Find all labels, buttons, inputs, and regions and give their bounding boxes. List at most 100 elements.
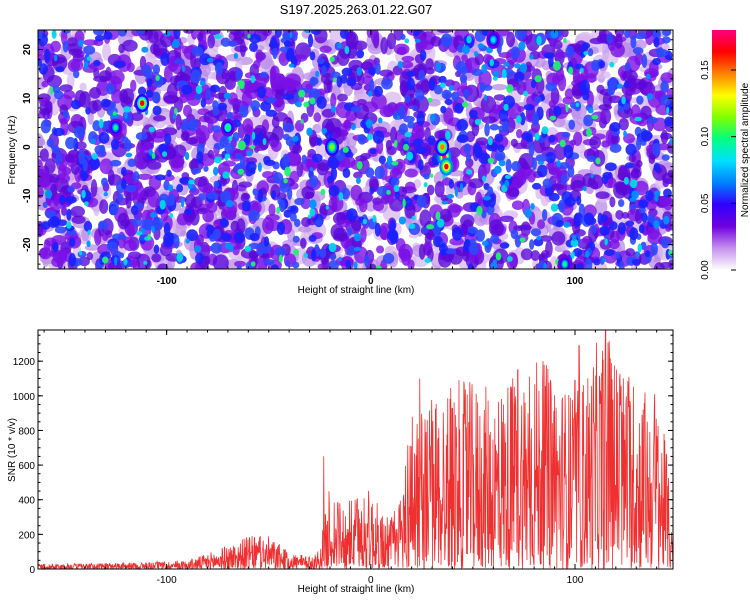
heatmap-cell <box>481 64 488 73</box>
heatmap-cell <box>278 254 283 263</box>
heatmap-cell <box>386 32 397 50</box>
heatmap-cell <box>539 235 553 242</box>
heatmap-cell <box>594 70 611 80</box>
heatmap-cell <box>376 185 389 197</box>
heatmap-cell <box>429 113 436 123</box>
heatmap-cell <box>504 174 512 180</box>
heatmap-cell <box>109 159 122 167</box>
heatmap-cell <box>237 168 245 175</box>
heatmap-cell <box>70 99 82 110</box>
heatmap-cell <box>284 260 291 267</box>
heatmap-cell <box>374 166 385 179</box>
heatmap-cell <box>366 263 377 269</box>
heatmap-cell <box>414 38 421 43</box>
heatmap-cell <box>380 37 388 55</box>
heatmap-cell <box>536 35 542 46</box>
heatmap-cell <box>454 186 459 197</box>
heatmap-cell <box>249 144 256 149</box>
heatmap-cell <box>571 234 577 241</box>
heatmap-cell <box>286 47 295 60</box>
heatmap-cell <box>282 93 294 101</box>
heatmap-cell <box>378 155 386 165</box>
heatmap-cell <box>510 229 519 240</box>
heatmap-cell <box>92 99 103 112</box>
heatmap-cell <box>583 212 595 225</box>
heatmap-cell <box>200 97 207 108</box>
heatmap-cell <box>514 30 527 41</box>
heatmap-cell <box>549 115 557 121</box>
heatmap-cell <box>185 137 199 145</box>
heatmap-cell <box>325 118 342 133</box>
heatmap-cell <box>545 152 556 164</box>
heatmap-cell <box>107 169 115 186</box>
heatmap-cell <box>164 133 172 145</box>
heatmap-cell <box>316 57 325 65</box>
heatmap-cell <box>173 107 178 115</box>
heatmap-cell <box>181 84 193 95</box>
colorbar-ticks: 0.00 0.05 0.10 0.15 <box>700 60 736 280</box>
y-tick-label: 1000 <box>13 392 36 403</box>
heatmap-cell <box>553 60 561 71</box>
heatmap-cell <box>498 159 506 167</box>
heatmap-cell <box>411 254 430 268</box>
heatmap-cell <box>392 65 403 76</box>
heatmap-cell <box>207 34 216 49</box>
heatmap-cell <box>260 100 272 112</box>
heatmap-cell <box>162 174 175 182</box>
heatmap-cell <box>297 226 312 233</box>
heatmap-cell <box>250 75 256 84</box>
heatmap-cell <box>423 173 430 180</box>
heatmap-cell <box>182 118 189 132</box>
heatmap-cell <box>310 76 317 87</box>
heatmap-cell <box>393 43 410 55</box>
heatmap-cell <box>331 194 338 209</box>
heatmap-cell <box>136 231 143 236</box>
heatmap-cell <box>406 77 415 91</box>
heatmap-cell <box>492 70 500 77</box>
heatmap-cell <box>427 135 436 146</box>
heatmap-cell <box>520 248 533 261</box>
heatmap-cell <box>501 68 507 79</box>
heatmap-cell <box>276 206 281 214</box>
heatmap-cell <box>474 118 482 126</box>
heatmap-cell <box>38 137 46 146</box>
heatmap-cell <box>70 59 84 72</box>
heatmap-cell <box>100 98 111 108</box>
heatmap-cell <box>309 167 313 172</box>
heatmap-cell <box>362 218 368 225</box>
heatmap-cell <box>252 188 259 196</box>
snr-x-axis-label: Height of straight line (km) <box>298 584 415 595</box>
heatmap-cell <box>528 142 535 157</box>
heatmap-cell <box>467 263 474 269</box>
heatmap-cell <box>232 132 240 142</box>
heatmap-cell <box>229 30 242 36</box>
heatmap-cell <box>217 102 228 111</box>
heatmap-cell <box>157 263 169 269</box>
heatmap-cell <box>121 179 127 190</box>
heatmap-cell <box>439 82 446 88</box>
heatmap-cell <box>463 88 470 99</box>
heatmap-cell <box>534 75 542 83</box>
heatmap-cell <box>631 258 642 266</box>
heatmap-cell <box>308 234 317 242</box>
heatmap-cell <box>212 100 219 110</box>
heatmap-cell <box>106 83 115 95</box>
heatmap-cell <box>405 70 416 78</box>
heatmap-cell <box>281 77 297 92</box>
y-tick-label: 1200 <box>13 357 36 368</box>
heatmap-cell <box>624 30 631 39</box>
heatmap-cell <box>38 30 43 41</box>
heatmap-cell <box>65 154 76 163</box>
heatmap-cell <box>563 144 574 159</box>
heatmap-cell <box>346 42 358 59</box>
heatmap-cell <box>239 104 249 118</box>
heatmap-cell <box>572 247 583 257</box>
heatmap-cell <box>44 48 51 63</box>
heatmap-cell <box>148 126 155 133</box>
heatmap-cell <box>436 218 445 228</box>
heatmap-cell <box>376 245 385 254</box>
y-tick-label: 0 <box>29 565 35 576</box>
heatmap-cell <box>423 241 433 251</box>
heatmap-cell <box>426 141 439 156</box>
